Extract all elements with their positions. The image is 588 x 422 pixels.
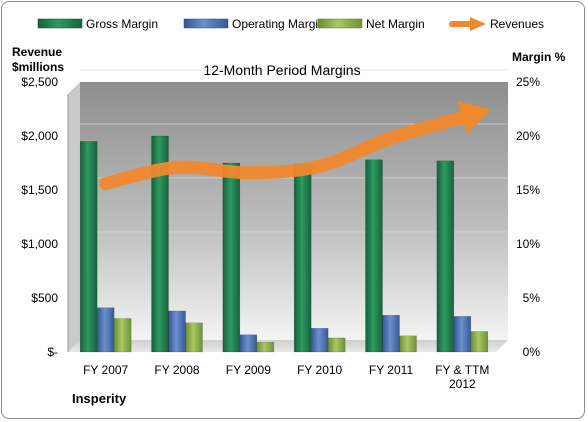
right-tick-label: 5% bbox=[523, 291, 541, 305]
bar-gross-margin bbox=[293, 163, 312, 353]
bar-net-margin bbox=[256, 342, 275, 353]
bar-net-margin bbox=[399, 335, 417, 353]
category-label: FY 2011 bbox=[369, 363, 414, 377]
legend-label-gross-margin: Gross Margin bbox=[86, 17, 158, 31]
revenue-line bbox=[99, 111, 469, 191]
category-label: 2012 bbox=[449, 377, 476, 391]
bar-net-margin bbox=[185, 322, 203, 353]
category-label: FY 2010 bbox=[297, 363, 342, 377]
category-label: FY 2009 bbox=[226, 363, 271, 377]
bar-net-margin bbox=[327, 337, 346, 353]
bar-operating-margin bbox=[310, 327, 329, 353]
right-tick-label: 15% bbox=[516, 183, 540, 197]
left-axis-title-line2: $millions bbox=[12, 60, 64, 74]
right-axis-title: Margin % bbox=[512, 50, 566, 64]
right-tick-label: 20% bbox=[516, 129, 540, 143]
right-tick-label: 0% bbox=[523, 345, 541, 359]
bar-operating-margin bbox=[96, 307, 115, 353]
legend-label-net-margin: Net Margin bbox=[366, 17, 425, 31]
category-label: FY 2007 bbox=[83, 363, 128, 377]
category-labels: FY 2007 FY 2008 FY 2009 FY 2010 FY 2011 FY & … bbox=[83, 363, 489, 391]
legend-item-revenues: Revenues bbox=[449, 17, 544, 31]
bar-operating-margin bbox=[168, 310, 186, 353]
legend-item-net-margin: Net Margin bbox=[317, 17, 425, 31]
plot-side-wall bbox=[68, 82, 80, 352]
chart-title: 12-Month Period Margins bbox=[203, 62, 360, 78]
bar-operating-margin bbox=[382, 315, 400, 353]
company-label: Insperity bbox=[72, 391, 127, 406]
left-axis-title-line1: Revenue bbox=[12, 45, 62, 59]
left-tick-label: $1,000 bbox=[21, 237, 58, 251]
left-tick-label: $1,500 bbox=[21, 183, 58, 197]
right-tick-label: 10% bbox=[516, 237, 540, 251]
left-tick-label: $2,500 bbox=[21, 75, 58, 89]
right-axis-ticks: 0% 5% 10% 15% 20% 25% bbox=[516, 75, 540, 359]
legend-label-revenues: Revenues bbox=[490, 17, 544, 31]
left-tick-label: $2,000 bbox=[21, 129, 58, 143]
category-label: FY & TTM bbox=[435, 363, 489, 377]
revenue-arrowhead bbox=[457, 101, 492, 134]
legend-label-operating-margin: Operating Margin bbox=[232, 17, 325, 31]
right-tick-label: 25% bbox=[516, 75, 540, 89]
legend-item-gross-margin: Gross Margin bbox=[37, 17, 158, 31]
bars bbox=[79, 135, 489, 353]
bar-operating-margin bbox=[239, 334, 258, 353]
bar-gross-margin bbox=[151, 135, 169, 353]
bar-gross-margin bbox=[365, 159, 383, 353]
left-tick-label: $- bbox=[47, 345, 58, 359]
bar-net-margin bbox=[470, 331, 489, 353]
bar-gross-margin bbox=[79, 141, 98, 353]
bar-gross-margin bbox=[436, 160, 455, 353]
left-axis-ticks: $- $500 $1,000 $1,500 $2,000 $2,500 bbox=[21, 75, 58, 359]
bar-operating-margin bbox=[453, 316, 472, 353]
bar-net-margin bbox=[113, 318, 132, 353]
left-tick-label: $500 bbox=[31, 291, 58, 305]
category-label: FY 2008 bbox=[154, 363, 199, 377]
legend: Gross Margin Operating Margin Net Margin… bbox=[37, 17, 544, 31]
legend-item-operating-margin: Operating Margin bbox=[183, 17, 325, 31]
bar-gross-margin bbox=[222, 162, 241, 353]
revenue-series bbox=[99, 101, 492, 191]
